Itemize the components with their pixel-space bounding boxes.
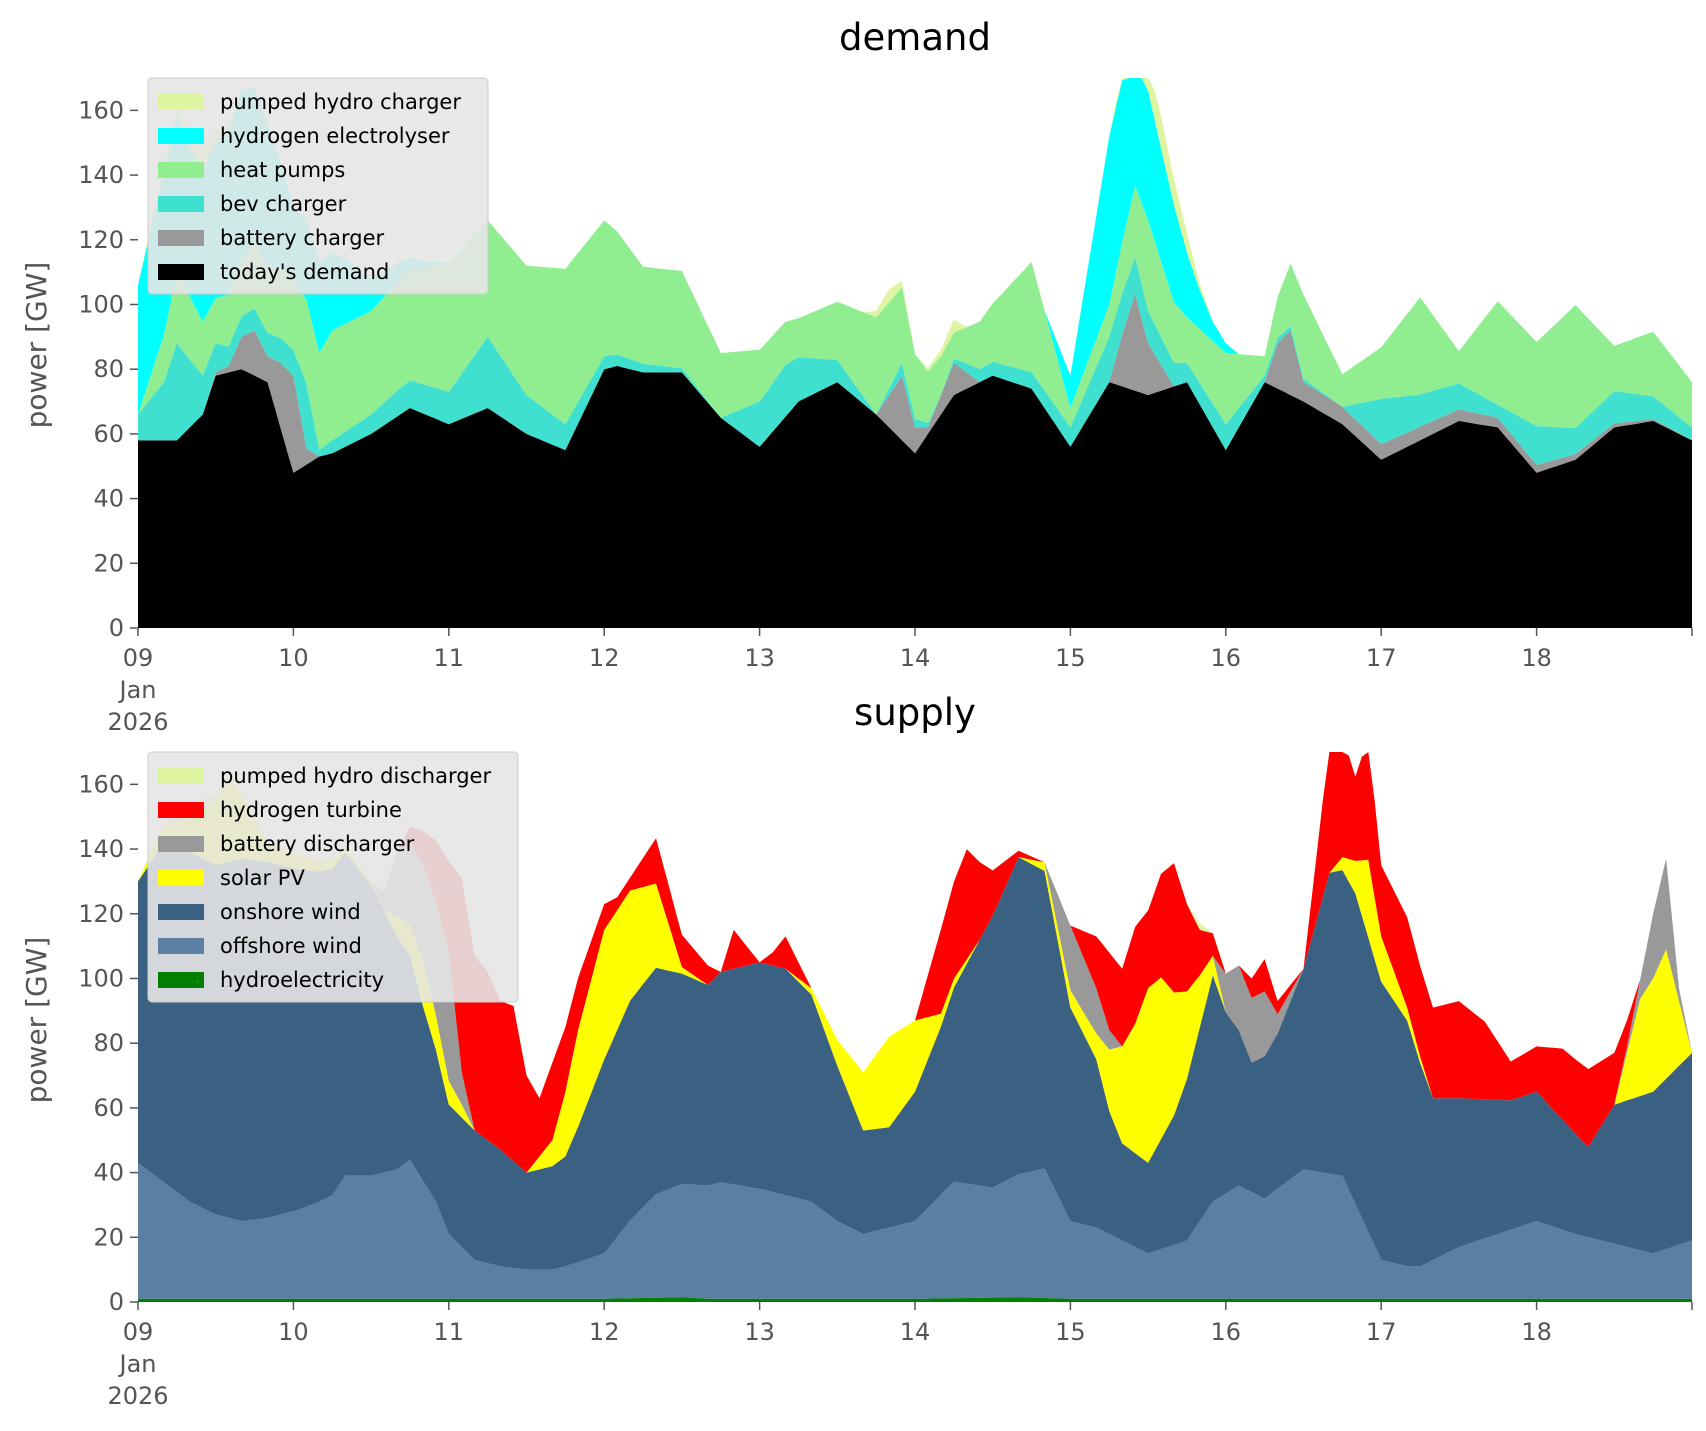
- demand-legend-label-today-s-demand: today's demand: [220, 260, 389, 284]
- supply-legend-label-hydrogen-turbine: hydrogen turbine: [220, 798, 402, 822]
- supply-y-tick-label: 40: [93, 1159, 124, 1187]
- supply-y-tick-label: 20: [93, 1223, 124, 1251]
- demand-x-tick-label: 10: [278, 644, 309, 672]
- demand-legend-label-battery-charger: battery charger: [220, 226, 385, 250]
- supply-axes: 0 20 40 60 80 100 120 140 160 09 Jan 2026 10 11 12 13 14…: [78, 770, 1693, 1410]
- supply-legend-swatch-onshore-wind: [158, 904, 204, 920]
- supply-x-tick-label: 13: [744, 1318, 775, 1346]
- supply-legend-swatch-solar-pv: [158, 870, 204, 886]
- demand-y-tick-label: 20: [93, 549, 124, 577]
- supply-legend-swatch-battery-discharger: [158, 836, 204, 852]
- supply-legend: pumped hydro discharger hydrogen turbine b…: [147, 751, 519, 1003]
- supply-legend-label-offshore-wind: offshore wind: [220, 934, 362, 958]
- demand-y-tick-label: 140: [78, 161, 124, 189]
- supply-x-tick-label: 18: [1521, 1318, 1552, 1346]
- demand-legend-swatch-bev-charger: [158, 196, 204, 212]
- demand-y-tick-label: 160: [78, 96, 124, 124]
- supply-area-hydroelectricity: [138, 1297, 1692, 1302]
- demand-area-bev-charger: [138, 257, 1692, 465]
- demand-x-tick-label: 18: [1521, 644, 1552, 672]
- supply-x-tick-label: 2026: [107, 1382, 168, 1410]
- demand-legend-box: [147, 77, 489, 295]
- demand-y-tick-label: 120: [78, 226, 124, 254]
- demand-y-tick-label: 0: [109, 614, 124, 642]
- supply-area-offshore-wind: [138, 1159, 1692, 1299]
- supply-x-tick-label: 10: [278, 1318, 309, 1346]
- supply-legend-box: [147, 751, 519, 1003]
- demand-y-axis-label: power [GW]: [20, 262, 53, 429]
- supply-x-tick-label: 12: [589, 1318, 620, 1346]
- supply-legend-label-hydroelectricity: hydroelectricity: [220, 968, 384, 992]
- supply-legend-label-pumped-hydro-discharger: pumped hydro discharger: [220, 764, 491, 788]
- demand-axes: 0 20 40 60 80 100 120 140 160 09 Jan 2026 10 11 12 13 14…: [78, 96, 1693, 736]
- supply-y-tick-label: 60: [93, 1094, 124, 1122]
- supply-x-tick-label: 09: [123, 1318, 154, 1346]
- demand-x-tick-label: 14: [900, 644, 931, 672]
- demand-area-heat-pumps: [138, 185, 1692, 451]
- supply-title: supply: [854, 691, 976, 734]
- supply-y-tick-label: 80: [93, 1029, 124, 1057]
- supply-y-tick-label: 120: [78, 900, 124, 928]
- supply-y-tick-label: 160: [78, 770, 124, 798]
- demand-legend-swatch-battery-charger: [158, 230, 204, 246]
- supply-legend-label-onshore-wind: onshore wind: [220, 900, 361, 924]
- demand-x-tick-label: Jan: [118, 676, 157, 704]
- supply-y-tick-label: 140: [78, 835, 124, 863]
- demand-legend-label-pumped-hydro-charger: pumped hydro charger: [220, 90, 461, 114]
- demand-x-tick-label: 12: [589, 644, 620, 672]
- demand-area-today-s-demand: [138, 365, 1692, 628]
- supply-legend-label-solar-pv: solar PV: [220, 866, 305, 890]
- demand-y-tick-label: 40: [93, 485, 124, 513]
- demand-x-tick-label: 11: [434, 644, 465, 672]
- demand-title: demand: [839, 16, 991, 59]
- supply-x-tick-label: 11: [434, 1318, 465, 1346]
- demand-x-tick-label: 16: [1211, 644, 1242, 672]
- demand-x-tick-label: 13: [744, 644, 775, 672]
- demand-y-tick-label: 60: [93, 420, 124, 448]
- demand-legend-label-bev-charger: bev charger: [220, 192, 347, 216]
- demand-legend-swatch-hydrogen-electrolyser: [158, 128, 204, 144]
- supply-legend-swatch-hydrogen-turbine: [158, 802, 204, 818]
- demand-legend-label-hydrogen-electrolyser: hydrogen electrolyser: [220, 124, 450, 148]
- demand-y-tick-label: 80: [93, 355, 124, 383]
- demand-panel: demand power [GW] 0204060801001201401600…: [20, 16, 1693, 736]
- supply-panel: supply power [GW] 0204060801001201401600…: [20, 691, 1693, 1410]
- demand-area-series: [138, 78, 1692, 628]
- demand-legend-label-heat-pumps: heat pumps: [220, 158, 345, 182]
- supply-y-tick-label: 0: [109, 1288, 124, 1316]
- supply-legend-swatch-hydroelectricity: [158, 972, 204, 988]
- demand-legend-swatch-heat-pumps: [158, 162, 204, 178]
- supply-x-tick-label: Jan: [118, 1350, 157, 1378]
- demand-area-battery-charger: [138, 293, 1692, 473]
- demand-legend-swatch-today-s-demand: [158, 264, 204, 280]
- demand-x-tick-label: 17: [1366, 644, 1397, 672]
- supply-x-tick-label: 17: [1366, 1318, 1397, 1346]
- demand-x-tick-label: 09: [123, 644, 154, 672]
- demand-legend: pumped hydro charger hydrogen electrolyse…: [147, 77, 489, 295]
- supply-x-tick-label: 14: [900, 1318, 931, 1346]
- demand-x-tick-label: 15: [1055, 644, 1086, 672]
- supply-y-tick-label: 100: [78, 964, 124, 992]
- supply-legend-swatch-offshore-wind: [158, 938, 204, 954]
- supply-area-solar-pv: [138, 777, 1692, 1173]
- demand-y-tick-label: 100: [78, 290, 124, 318]
- supply-x-tick-label: 16: [1211, 1318, 1242, 1346]
- supply-y-axis-label: power [GW]: [20, 937, 53, 1104]
- supply-legend-swatch-pumped-hydro-discharger: [158, 768, 204, 784]
- demand-legend-swatch-pumped-hydro-charger: [158, 94, 204, 110]
- demand-x-tick-label: 2026: [107, 708, 168, 736]
- supply-x-tick-label: 15: [1055, 1318, 1086, 1346]
- supply-area-onshore-wind: [138, 842, 1692, 1270]
- supply-legend-label-battery-discharger: battery discharger: [220, 832, 415, 856]
